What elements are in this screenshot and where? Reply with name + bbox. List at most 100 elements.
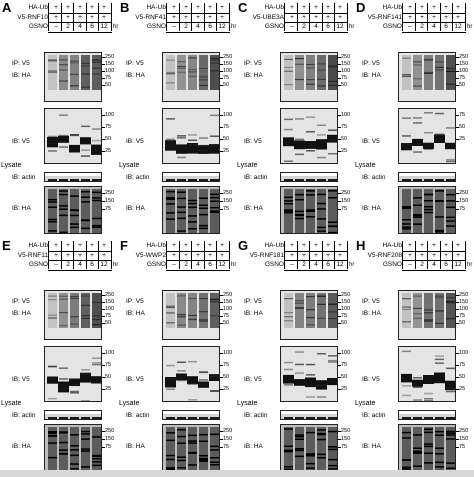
mw-tick [220, 353, 223, 354]
ib-v5-label: IB: V5 [126, 376, 144, 383]
blot-image [399, 291, 455, 339]
time-unit: hr [231, 262, 237, 268]
header-divider [110, 3, 112, 31]
header-row-label: HA-Ub [146, 242, 166, 249]
mw-tick [456, 295, 459, 296]
time-unit: hr [349, 262, 355, 268]
mw-tick [220, 389, 223, 390]
header-row-label: GSNO [264, 261, 284, 268]
mw-marker: 25 [105, 148, 112, 154]
header-cell: + [432, 13, 436, 21]
header-divider [427, 3, 428, 31]
mw-tick [102, 365, 105, 366]
mw-marker: 50 [341, 374, 348, 380]
header-cell: + [314, 4, 318, 11]
header-divider [228, 241, 230, 269]
header-rule [284, 269, 348, 271]
mw-marker: 75 [223, 362, 230, 368]
blot-image [163, 176, 219, 181]
ip-v5-label: IP: V5 [362, 298, 380, 305]
header-cell: + [102, 242, 106, 249]
header-rule [48, 12, 112, 14]
header-cell: + [102, 4, 106, 11]
header-divider [334, 241, 335, 269]
header-row-label: V5-RNF11 [17, 251, 48, 259]
mw-tick [102, 64, 105, 65]
header-divider [228, 3, 230, 31]
header-row-label: GSNO [146, 261, 166, 268]
header-cell: + [420, 242, 424, 249]
header-cell: 4 [314, 261, 318, 268]
header-divider [296, 241, 298, 269]
panel-f: F HA-Ub + + + + + V5-WWP2 + + + + + GSNO – 2 4 6 12 hr IP: V… [118, 238, 236, 475]
header-cell: 12 [336, 261, 344, 268]
blot-top [162, 290, 220, 340]
header-row-label: GSNO [28, 261, 48, 268]
mw-tick [456, 439, 459, 440]
header-cell: + [314, 242, 318, 249]
header-cell: 12 [100, 261, 108, 268]
header-cell: + [456, 242, 460, 249]
header-row-label: HA-Ub [28, 242, 48, 249]
treatment-header: HA-Ub + + + + + V5-WWP2 + + + + + GSNO – 2 4 6 12 hr [128, 241, 236, 271]
header-cell: 12 [454, 261, 462, 268]
header-row-label: GSNO [28, 23, 48, 30]
blot-top [398, 290, 456, 340]
mw-tick [102, 57, 105, 58]
header-cell: + [208, 4, 212, 11]
mw-marker: 50 [459, 124, 466, 130]
header-cell: 12 [100, 23, 108, 30]
blot-image [399, 176, 455, 181]
header-rule [48, 250, 112, 252]
mw-marker: 100 [223, 306, 233, 312]
header-cell: + [302, 251, 306, 259]
mw-marker: 250 [459, 428, 469, 434]
header-cell: + [220, 4, 224, 11]
header-row-label: HA-Ub [382, 242, 402, 249]
lysate-label: Lysate [119, 162, 140, 169]
mw-tick [220, 193, 223, 194]
mw-marker: 50 [105, 136, 112, 142]
mw-tick [102, 431, 105, 432]
header-cell: + [78, 4, 82, 11]
panel-letter: E [2, 238, 11, 253]
header-row: HA-Ub + + + + + [10, 241, 114, 252]
mw-marker: 50 [341, 320, 348, 326]
mw-tick [338, 377, 341, 378]
header-cell: + [456, 13, 460, 21]
mw-tick [102, 151, 105, 152]
header-cell: + [338, 4, 342, 11]
mw-marker: 75 [341, 444, 348, 450]
blot-image [281, 187, 337, 233]
header-row-label: HA-Ub [146, 4, 166, 11]
mw-tick [456, 85, 459, 86]
blot-v5 [280, 346, 338, 402]
panel-letter: D [356, 0, 366, 15]
panel-letter: C [238, 0, 248, 15]
header-cell: + [66, 4, 70, 11]
header-divider [309, 241, 310, 269]
mw-marker: 75 [341, 75, 348, 81]
ib-ha-label: IB: HA [244, 72, 263, 79]
blot-ha [162, 186, 220, 234]
header-cell: + [102, 251, 106, 259]
ib-ha-lysate-label: IB: HA [362, 443, 381, 450]
header-cell: – [54, 23, 58, 30]
mw-marker: 150 [459, 61, 469, 67]
mw-tick [220, 57, 223, 58]
header-rule [284, 250, 348, 252]
mw-tick [220, 309, 223, 310]
mw-marker: 250 [105, 428, 115, 434]
mw-marker: 75 [105, 206, 112, 212]
mw-tick [338, 201, 341, 202]
header-row-label: GSNO [382, 261, 402, 268]
panel-letter: A [2, 0, 12, 15]
header-divider [73, 3, 74, 31]
mw-marker: 75 [459, 75, 466, 81]
header-row: GSNO – 2 4 6 12 hr [246, 22, 354, 33]
mw-marker: 250 [105, 190, 115, 196]
mw-tick [338, 302, 341, 303]
mw-tick [102, 85, 105, 86]
header-row: HA-Ub + + + + + [10, 3, 114, 14]
mw-tick [456, 139, 459, 140]
